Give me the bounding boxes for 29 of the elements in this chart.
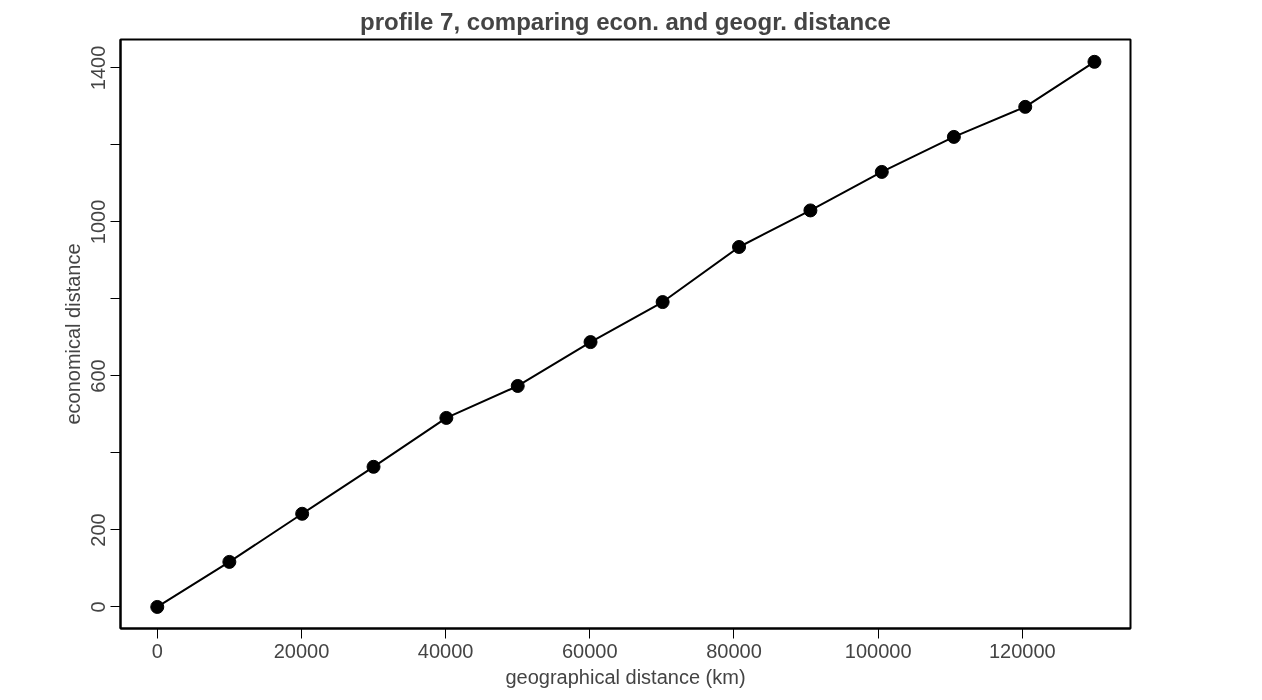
x-tick-label: 0 — [151, 639, 163, 662]
y-tick-label: 0 — [87, 601, 110, 613]
x-tick-label: 120000 — [988, 639, 1056, 662]
point — [874, 164, 889, 179]
point — [583, 335, 598, 350]
x-tick-label: 40000 — [417, 639, 474, 662]
point — [366, 459, 381, 474]
y-tick-label: 1000 — [87, 199, 110, 245]
point — [803, 203, 818, 218]
point — [1087, 54, 1102, 69]
point — [510, 378, 525, 393]
y-axis-title: economical distance — [61, 243, 84, 425]
y-tick-label: 200 — [87, 513, 110, 547]
y-tick-label: 600 — [87, 359, 110, 393]
x-axis-title: geographical distance (km) — [505, 665, 746, 688]
x-tick-label: 60000 — [562, 639, 618, 662]
chart-title: profile 7, comparing econ. and geogr. distance — [360, 7, 891, 35]
x-tick-label: 20000 — [273, 639, 330, 662]
point — [150, 599, 165, 614]
point — [732, 240, 747, 254]
y-tick-label: 1400 — [87, 45, 110, 91]
point — [946, 129, 961, 144]
point — [222, 554, 237, 569]
x-tick-label: 100000 — [844, 639, 912, 662]
x-tick-label: 80000 — [706, 639, 762, 662]
point — [655, 295, 670, 310]
point — [295, 506, 310, 521]
point — [1018, 99, 1033, 114]
point — [439, 410, 454, 425]
